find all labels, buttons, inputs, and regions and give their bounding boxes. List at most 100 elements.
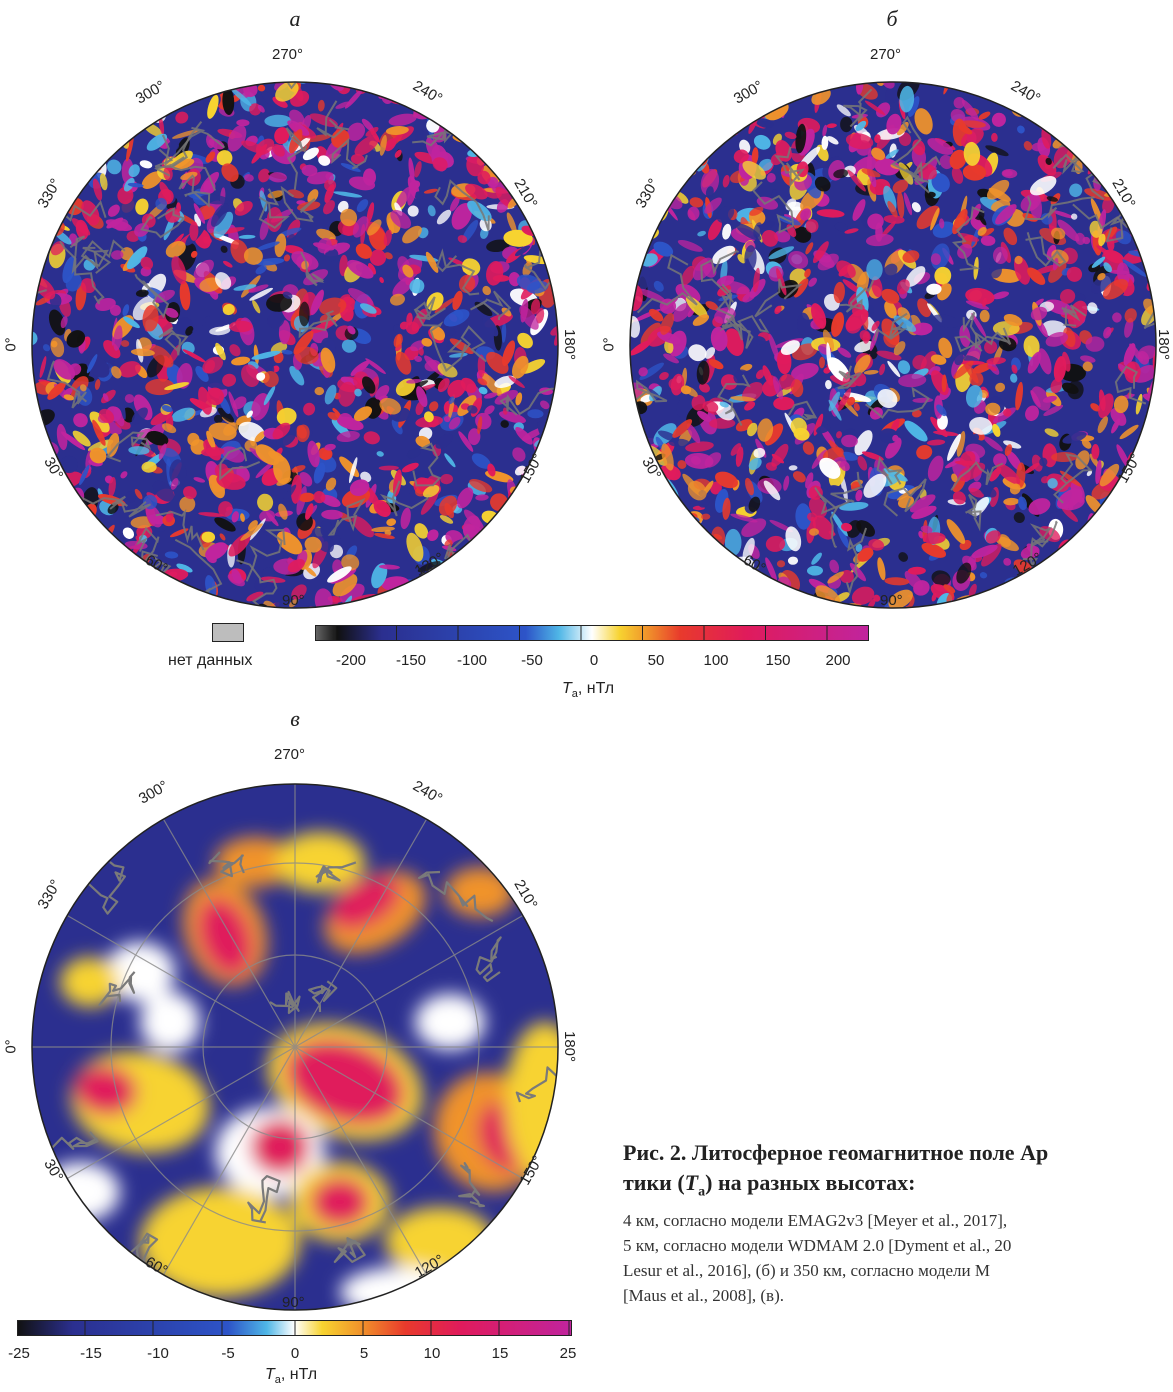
anomaly-patch (32, 607, 54, 608)
anomaly-patch (995, 382, 1006, 393)
anomaly-patch (93, 123, 105, 135)
anomaly-patch (106, 432, 120, 458)
anomaly-patch (657, 430, 680, 442)
anomaly-patch (1038, 348, 1052, 375)
anomaly-patch (980, 485, 997, 498)
anomaly-patch (252, 300, 261, 314)
anomaly-patch (397, 70, 414, 82)
anomaly-patch (509, 538, 526, 551)
anomaly-patch (122, 572, 139, 583)
anomaly-patch (318, 155, 331, 166)
anomaly-patch (256, 607, 272, 620)
anomaly-patch (502, 539, 524, 560)
anomaly-patch (62, 562, 76, 579)
anomaly-patch (704, 347, 716, 359)
anomaly-patch (845, 610, 866, 620)
anomaly-patch (641, 121, 659, 129)
anomaly-patch (286, 234, 296, 245)
anomaly-patch (1154, 414, 1156, 422)
anomaly-patch (776, 348, 792, 375)
anomaly-patch (992, 246, 1008, 264)
anomaly-patch (221, 446, 245, 463)
anomaly-patch (384, 252, 393, 260)
anomaly-patch (714, 471, 739, 489)
anomaly-patch (1131, 82, 1153, 95)
anomaly-patch (419, 582, 441, 601)
anomaly-patch (341, 606, 353, 608)
anomaly-patch (1003, 227, 1018, 246)
anomaly-patch (335, 101, 351, 109)
anomaly-patch (240, 513, 245, 522)
anomaly-patch (81, 555, 90, 571)
anomaly-patch (812, 605, 829, 608)
anomaly-patch (90, 563, 101, 578)
anomaly-patch (354, 388, 362, 397)
anomaly-patch (630, 70, 645, 80)
anomaly-patch (951, 166, 964, 184)
anomaly-patch (797, 312, 811, 338)
anomaly-blob (140, 992, 200, 1052)
anomaly-patch (828, 391, 840, 412)
anomaly-patch (839, 502, 869, 511)
anomaly-patch (744, 245, 757, 271)
anomaly-patch (1047, 98, 1062, 108)
anomaly-patch (470, 553, 493, 577)
anomaly-patch (1045, 157, 1052, 166)
coastline (470, 290, 512, 321)
anomaly-patch (56, 142, 67, 151)
anomaly-patch (861, 451, 884, 461)
anomaly-patch (324, 443, 336, 451)
anomaly-patch (1027, 351, 1042, 374)
anomaly-patch (546, 197, 558, 220)
anomaly-patch (685, 578, 700, 593)
anomaly-patch (633, 545, 648, 558)
anomaly-patch (79, 464, 90, 486)
anomaly-patch (742, 537, 755, 562)
anomaly-patch (324, 179, 337, 192)
anomaly-patch (452, 606, 477, 608)
anomaly-patch (1077, 116, 1092, 132)
anomaly-patch (152, 480, 175, 502)
anomaly-patch (262, 370, 279, 388)
anomaly-patch (394, 89, 404, 98)
anomaly-patch (653, 280, 664, 292)
anomaly-patch (183, 486, 197, 500)
anomaly-patch (1070, 105, 1079, 115)
anomaly-patch (1019, 582, 1036, 604)
anomaly-patch (899, 85, 915, 113)
coastline (315, 861, 357, 884)
anomaly-patch (472, 97, 489, 115)
coastline (974, 327, 1012, 350)
anomaly-patch (32, 97, 43, 110)
anomaly-patch (822, 124, 828, 137)
anomaly-patch (1159, 536, 1168, 564)
anomaly-patch (368, 606, 388, 608)
anomaly-patch (427, 529, 439, 541)
anomaly-patch (765, 535, 786, 552)
anomaly-patch (979, 572, 988, 579)
anomaly-patch (1142, 459, 1156, 478)
anomaly-patch (507, 93, 521, 123)
anomaly-patch (1029, 176, 1057, 196)
anomaly-patch (1091, 158, 1105, 171)
anomaly-patch (800, 208, 812, 221)
anomaly-patch (122, 304, 130, 316)
anomaly-patch (552, 541, 558, 554)
anomaly-patch (255, 265, 267, 275)
anomaly-patch (199, 82, 211, 94)
anomaly-patch (89, 447, 107, 464)
anomaly-patch (1023, 335, 1040, 358)
anomaly-patch (58, 123, 74, 131)
anomaly-patch (707, 218, 722, 241)
anomaly-patch (795, 503, 812, 530)
anomaly-patch (765, 462, 777, 471)
anomaly-patch (54, 97, 67, 116)
anomaly-patch (630, 533, 637, 538)
anomaly-patch (1140, 559, 1154, 571)
anomaly-patch (503, 516, 515, 523)
anomaly-patch (278, 320, 291, 345)
anomaly-patch (1160, 574, 1168, 586)
anomaly-patch (486, 239, 510, 253)
anomaly-patch (931, 570, 951, 586)
anomaly-patch (677, 460, 687, 469)
